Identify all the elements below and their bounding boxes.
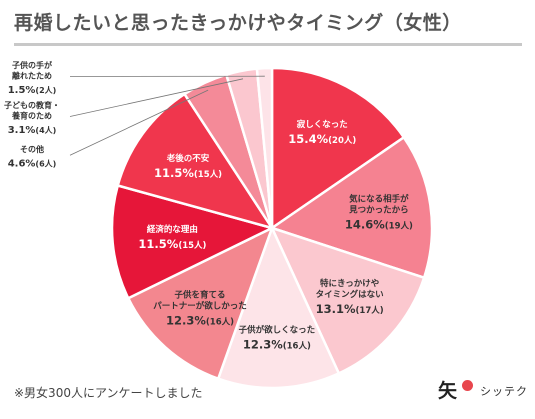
- callout-label: その他: [20, 144, 44, 154]
- callout-value: 4.6%(6人): [8, 159, 57, 170]
- callout-label: 離れたため: [12, 71, 52, 81]
- slice-label: タイミングはない: [316, 289, 384, 300]
- slice-label: 特にきっかけや: [320, 278, 379, 289]
- slice-value: 12.3%(16人): [243, 337, 311, 351]
- slice-value: 12.3%(16人): [166, 314, 234, 328]
- callout-leader-line: [69, 89, 209, 156]
- callout-label: 子どもの教育・: [4, 100, 60, 110]
- callout-label: 子供の手が: [12, 60, 53, 70]
- pie-slice: [110, 183, 276, 300]
- chart-title: 再婚したいと思ったきっかけやタイミング（女性）: [14, 12, 462, 34]
- pie-slice: [126, 225, 275, 381]
- pie-slice: [269, 135, 434, 280]
- slice-label: 子供を育てる: [175, 290, 226, 301]
- slice-label: 寂しくなった: [297, 119, 348, 130]
- logo-mark: 矢: [438, 380, 458, 402]
- site-logo: 矢 シッテク: [438, 376, 528, 406]
- callout-label: 養育のため: [11, 111, 52, 121]
- title-divider: [14, 43, 522, 46]
- logo-dot-icon: [462, 380, 473, 391]
- slice-value: 13.1%(17人): [316, 302, 384, 316]
- slice-value: 14.6%(19人): [345, 218, 413, 232]
- slice-label: 老後の不安: [166, 153, 210, 164]
- slice-label: 気になる相手が: [349, 194, 409, 205]
- pie-slice: [270, 66, 406, 231]
- slice-label: 見つかったから: [348, 205, 409, 216]
- slice-label: 子供が欲しくなった: [239, 324, 316, 335]
- callout-value: 3.1%(4人): [8, 125, 57, 136]
- slice-label: パートナーが欲しかった: [153, 301, 247, 312]
- pie-slice: [255, 66, 274, 229]
- pie-slice: [116, 92, 275, 231]
- pie-slice: [269, 225, 426, 376]
- pie-slice: [216, 224, 341, 390]
- logo-text: シッテク: [480, 385, 528, 398]
- slice-value: 11.5%(15人): [138, 237, 206, 251]
- survey-footnote: ※男女300人にアンケートしました: [14, 386, 203, 400]
- slice-value: 15.4%(20人): [288, 132, 356, 146]
- callout-leader-line: [69, 78, 244, 117]
- slice-value: 11.5%(15人): [154, 166, 222, 180]
- slice-label: 経済的な理由: [147, 224, 198, 235]
- callout-value: 1.5%(2人): [8, 85, 57, 96]
